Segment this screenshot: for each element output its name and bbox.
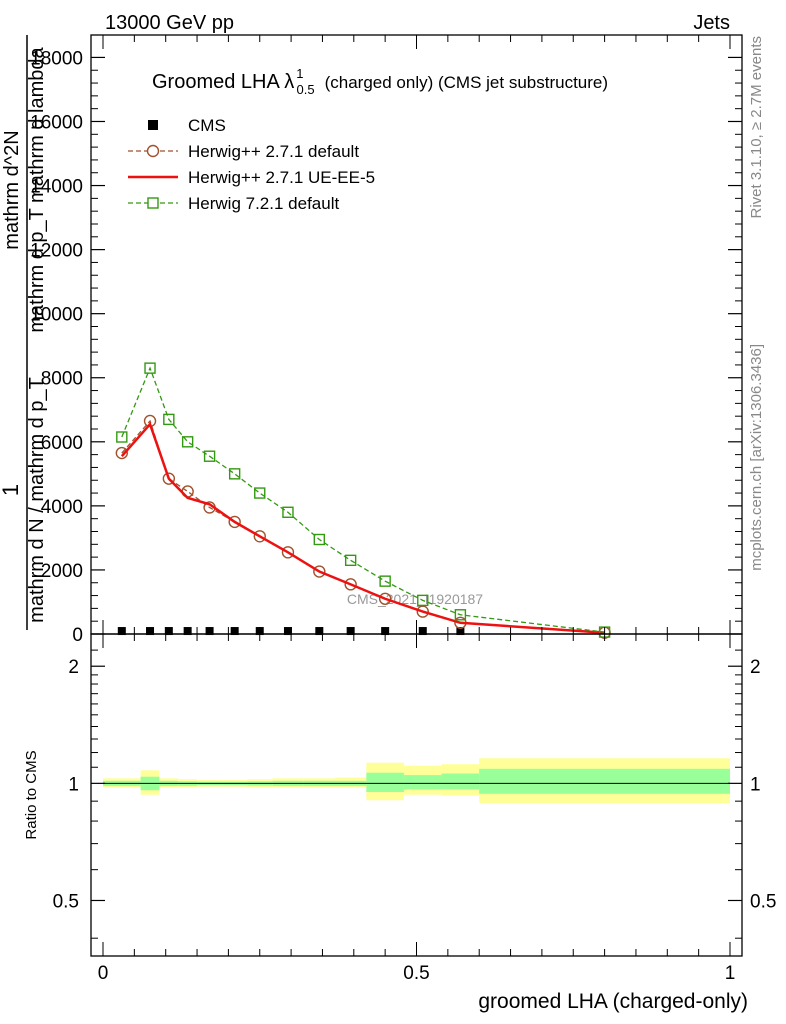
data-point <box>181 436 194 448</box>
legend-marker <box>146 144 160 158</box>
main-y-tick-label: 18000 <box>30 48 83 69</box>
ratio-band-inner <box>403 775 442 790</box>
process-label: Jets <box>693 12 730 34</box>
mcplots-label: mcplots.cern.ch [arXiv:1306.3436] <box>748 344 765 571</box>
chart-title-sup: 1 <box>296 66 303 81</box>
y-label-line-2: mathrm d N / mathrm d p_T <box>26 377 48 623</box>
data-point <box>205 627 214 636</box>
series-solid <box>120 421 605 634</box>
main-y-tick-label: 14000 <box>30 177 83 198</box>
y-axis-label-main: 1 mathrm d N / mathrm d p_T mathrm d^2N … <box>0 35 48 630</box>
data-point <box>228 515 241 529</box>
ratio-y-tick-label-right: 1 <box>750 774 761 795</box>
ratio-y-tick-label-right: 2 <box>750 657 761 678</box>
data-point <box>313 565 326 578</box>
ratio-y-tick-label: 2 <box>68 657 79 678</box>
legend: CMS Herwig++ 2.7.1 default Herwig++ 2.7.1 … <box>128 116 375 213</box>
data-point <box>379 575 391 587</box>
y-label-line-1: 1 <box>0 484 23 496</box>
series-line <box>120 421 605 634</box>
data-point <box>146 627 155 636</box>
main-y-tick-label: 12000 <box>30 241 83 262</box>
main-series <box>115 362 611 639</box>
x-tick-label: 0 <box>98 963 109 984</box>
data-point <box>162 472 176 485</box>
main-axes: 0 2000 4000 6000 8000 10000 12000 14000 16000 180… <box>30 34 743 646</box>
legend-entry: Herwig++ 2.7.1 UE-EE-5 <box>128 168 375 187</box>
data-point <box>313 533 326 546</box>
data-point <box>203 450 216 462</box>
data-point <box>228 468 241 480</box>
data-point <box>378 592 392 605</box>
legend-label: Herwig++ 2.7.1 UE-EE-5 <box>188 168 375 187</box>
main-y-tick-label: 0 <box>72 625 83 646</box>
legend-label: Herwig 7.2.1 default <box>188 194 339 213</box>
legend-marker <box>147 197 159 209</box>
x-tick-label: 1 <box>725 963 736 984</box>
legend-entry: Herwig++ 2.7.1 default <box>128 142 359 161</box>
data-point <box>456 627 465 636</box>
ratio-y-tick-label: 1 <box>68 774 79 795</box>
main-y-tick-label: 2000 <box>41 561 83 582</box>
data-point <box>344 578 357 591</box>
data-point <box>115 446 129 460</box>
ratio-axes: 0.5 0.5 1 1 2 2 0 0.5 1 <box>53 633 776 984</box>
legend-label: Herwig++ 2.7.1 default <box>188 142 359 161</box>
series-line <box>121 366 605 633</box>
legend-label: CMS <box>188 116 226 135</box>
main-y-tick-label: 8000 <box>41 369 83 390</box>
data-point <box>416 605 429 618</box>
data-point <box>281 546 295 559</box>
data-point <box>230 627 239 636</box>
ratio-band-inner <box>441 773 480 790</box>
ratio-y-tick-label: 0.5 <box>53 891 79 912</box>
main-panel: CMS_2021_I1920187 0 2000 4000 6000 8000 10000… <box>0 34 743 646</box>
data-point <box>346 627 355 636</box>
data-point <box>144 362 156 374</box>
data-point <box>454 609 467 621</box>
data-point <box>117 627 126 636</box>
main-y-tick-label: 16000 <box>30 112 83 133</box>
chart-title-main: Groomed LHA λ <box>152 71 294 93</box>
series-dashed-square <box>116 362 611 638</box>
ratio-y-label: Ratio to CMS <box>23 750 40 839</box>
rivet-label: Rivet 3.1.10, ≥ 2.7M events <box>748 36 765 219</box>
watermark: CMS_2021_I1920187 <box>347 591 483 607</box>
energy-label: 13000 GeV pp <box>105 12 234 34</box>
ratio-y-tick-label-right: 0.5 <box>750 891 776 912</box>
data-point <box>183 627 192 636</box>
chart-title-sub: 0.5 <box>297 82 315 97</box>
data-point <box>283 627 292 636</box>
chart-title: Groomed LHA λ 1 0.5 (charged only) (CMS jet… <box>152 66 608 97</box>
y-label-line-4: mathrm d p_T mathrm d lambda <box>26 46 48 332</box>
x-tick-label: 0.5 <box>403 963 429 984</box>
x-axis-label: groomed LHA (charged-only) <box>478 990 748 1013</box>
main-y-tick-label: 6000 <box>41 433 83 454</box>
legend-entry: Herwig 7.2.1 default <box>128 194 339 213</box>
data-point <box>315 627 324 636</box>
data-point <box>164 627 173 636</box>
legend-entry: CMS <box>148 116 226 135</box>
data-point <box>116 431 128 443</box>
ratio-bands <box>103 758 730 804</box>
legend-marker <box>148 120 158 130</box>
data-point <box>418 627 427 636</box>
ratio-panel: 0.5 0.5 1 1 2 2 0 0.5 1 Ratio to CMS groomed LHA… <box>23 633 776 1013</box>
data-point <box>282 506 294 518</box>
main-y-tick-label: 10000 <box>30 305 83 326</box>
ratio-band-inner <box>479 768 730 794</box>
data-point <box>344 554 357 567</box>
data-point <box>254 487 266 499</box>
main-y-tick-label: 4000 <box>41 497 83 518</box>
data-point <box>163 413 175 426</box>
data-point <box>417 594 429 607</box>
data-point <box>253 530 266 543</box>
ratio-band-inner <box>366 772 404 793</box>
y-label-line-3: mathrm d^2N <box>1 130 23 249</box>
chart-title-suffix: (charged only) (CMS jet substructure) <box>325 73 608 92</box>
